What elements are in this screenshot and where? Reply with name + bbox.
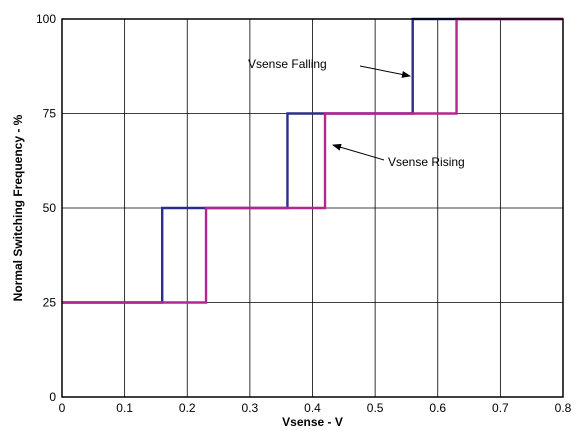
annotation-label: Vsense Rising [388,155,465,169]
series-vsense-falling-line [62,17,563,304]
x-tick-label: 0.4 [304,401,321,415]
plot-frame [61,18,564,398]
series-vsense-rising-line [62,17,563,304]
y-axis-title: Normal Switching Frequency - % [11,114,25,301]
y-tick-label: 0 [49,390,56,404]
series-layer [62,17,563,304]
y-tick-label: 100 [36,12,56,26]
x-tick-label: 0.1 [116,401,133,415]
x-tick-label: 0.5 [367,401,384,415]
y-tick-label: 50 [43,201,57,215]
x-tick-label: 0.3 [242,401,259,415]
annotations: Vsense Falling Vsense Rising [248,57,465,169]
annotation-arrow [332,143,385,161]
annotation-label: Vsense Falling [248,57,327,71]
x-tick-label: 0.2 [179,401,196,415]
x-tick-labels: 0 0.1 0.2 0.3 0.4 0.5 0.6 0.7 0.8 [59,401,572,415]
y-tick-label: 75 [43,107,57,121]
y-tick-label: 25 [43,296,57,310]
annotation-arrow [359,65,411,78]
x-tick-label: 0.7 [492,401,509,415]
x-tick-label: 0.8 [555,401,572,415]
y-tick-labels: 0 25 50 75 100 [36,12,56,404]
x-tick-label: 0.6 [429,401,446,415]
x-axis-title: Vsense - V [282,415,343,429]
x-tick-label: 0 [59,401,66,415]
